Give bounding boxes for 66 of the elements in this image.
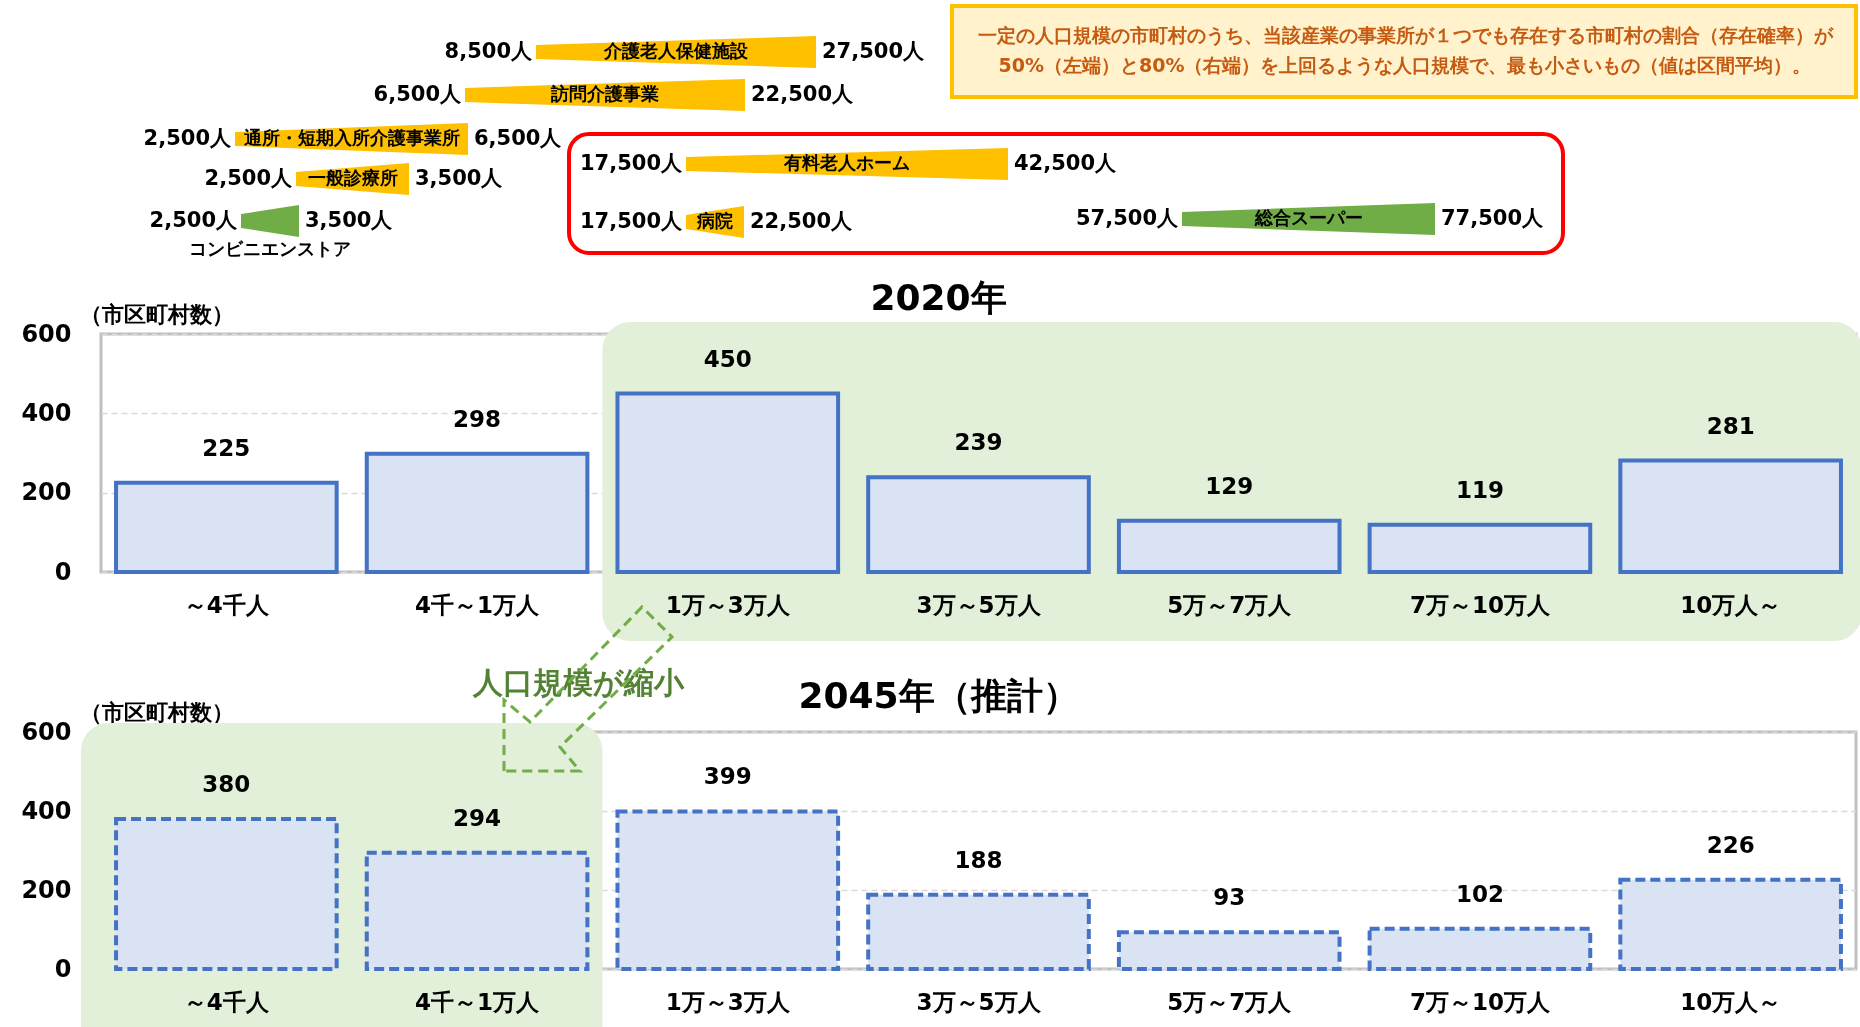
category-label: 有料老人ホーム	[783, 152, 910, 173]
data-label: 93	[1213, 884, 1246, 911]
text: 42,500人	[1014, 151, 1118, 175]
y-tick-label: 600	[21, 319, 72, 348]
x-tick-label: 4千～1万人	[415, 988, 541, 1015]
category-label: 訪問介護事業	[550, 83, 659, 104]
category-label: 一般診療所	[307, 167, 398, 188]
text: 人口規模が縮小	[471, 665, 685, 700]
data-label: 129	[1205, 472, 1254, 499]
x-tick-label: 7万～10万人	[1409, 591, 1551, 618]
chart-title: 2020年	[870, 277, 1007, 318]
text: 2,500人	[143, 126, 232, 150]
text: 27,500人	[822, 39, 926, 63]
y-axis-title: （市区町村数）	[79, 301, 234, 327]
text: 3,500人	[415, 166, 504, 190]
data-label: 119	[1455, 476, 1504, 503]
data-label: 380	[202, 770, 251, 797]
y-tick-label: 0	[54, 557, 72, 586]
text: 17,500人	[579, 151, 683, 175]
text: 一定の人口規模の市町村のうち、当該産業の事業所が１つでも存在する市町村の割合（存在確率）が 50%（左端）と80%（右端）を上回るような人口規模で、最も小さいもの（値は区間平均）。	[977, 24, 1834, 77]
x-tick-label: 1万～3万人	[665, 591, 791, 618]
text: 57,500人	[1075, 206, 1179, 230]
x-tick-label: 7万～10万人	[1409, 988, 1551, 1015]
data-label: 399	[703, 763, 752, 790]
x-tick-label: 3万～5万人	[916, 591, 1042, 618]
text: 6,500人	[373, 82, 462, 106]
text: 6,500人	[474, 126, 563, 150]
text: 8,500人	[444, 39, 533, 63]
y-tick-label: 400	[21, 796, 72, 825]
category-label: 通所・短期入所介護事業所	[242, 127, 460, 148]
x-tick-label: 1万～3万人	[665, 988, 791, 1015]
x-tick-label: ～4千人	[183, 591, 270, 618]
x-tick-label: 5万～7万人	[1167, 591, 1293, 618]
data-label: 225	[202, 434, 251, 461]
category-label: コンビニエンストア	[189, 238, 351, 259]
text: 2,500人	[149, 208, 238, 232]
data-label: 239	[954, 429, 1003, 456]
y-tick-label: 600	[21, 717, 72, 746]
data-label: 450	[703, 345, 752, 372]
x-tick-label: ～4千人	[183, 988, 270, 1015]
text: 22,500人	[751, 82, 855, 106]
y-tick-label: 200	[21, 875, 72, 904]
data-label: 188	[954, 846, 1003, 873]
y-axis-title: （市区町村数）	[79, 699, 234, 725]
x-tick-label: 4千～1万人	[415, 591, 541, 618]
category-label: 介護老人保健施設	[603, 40, 749, 61]
text: 17,500人	[579, 209, 683, 233]
x-tick-label: 5万～7万人	[1167, 988, 1293, 1015]
data-label: 281	[1706, 412, 1755, 439]
y-tick-label: 200	[21, 478, 72, 507]
data-label: 294	[453, 804, 502, 831]
y-tick-label: 400	[21, 398, 72, 427]
category-label: 病院	[696, 210, 733, 231]
category-label: 総合スーパー	[1253, 207, 1363, 228]
x-tick-label: 10万人～	[1680, 988, 1782, 1015]
x-tick-label: 3万～5万人	[916, 988, 1042, 1015]
data-label: 226	[1706, 831, 1755, 858]
text: 3,500人	[305, 208, 394, 232]
y-tick-label: 0	[54, 954, 72, 983]
x-tick-label: 10万人～	[1680, 591, 1782, 618]
data-label: 102	[1455, 880, 1504, 907]
data-label: 298	[453, 405, 502, 432]
text: 77,500人	[1441, 206, 1545, 230]
text: 22,500人	[750, 209, 854, 233]
text: 2,500人	[204, 166, 293, 190]
chart-title: 2045年（推計）	[798, 675, 1079, 716]
